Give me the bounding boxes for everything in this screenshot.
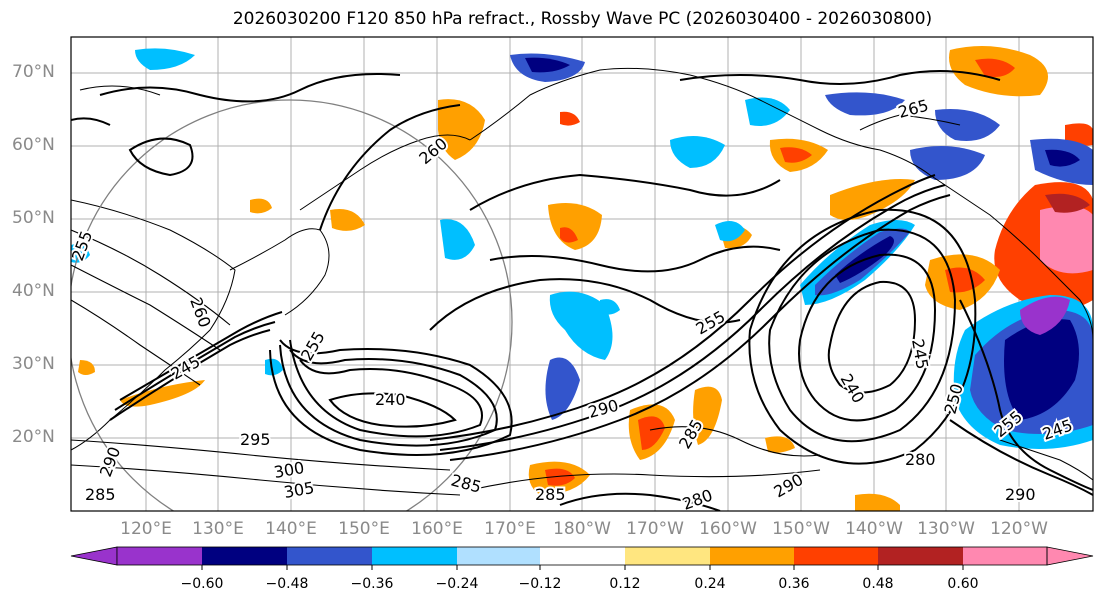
map-frame <box>70 36 1094 512</box>
colorbar-segment <box>457 547 540 565</box>
lat-label: 70°N <box>12 62 55 82</box>
colorbar-segment <box>794 547 878 565</box>
colorbar-segment <box>878 547 963 565</box>
colorbar-max-extend <box>1046 546 1094 566</box>
colorbar-min-extend <box>70 546 118 566</box>
contour-label: 280 <box>905 450 936 469</box>
colorbar-segment <box>540 547 625 565</box>
thick-contours <box>71 70 1093 511</box>
lon-label: 180°W <box>553 519 611 539</box>
lon-label: 140°E <box>265 519 317 539</box>
colorbar <box>70 546 1094 570</box>
colorbar-tick-label: 0.60 <box>947 576 979 592</box>
lon-label: 160°W <box>699 519 757 539</box>
distance-circle <box>71 99 513 511</box>
contour-label: 285 <box>535 485 566 504</box>
lon-label: 170°W <box>626 519 684 539</box>
anomaly-fills <box>71 46 1093 511</box>
colorbar-segment <box>625 547 710 565</box>
lon-label: 160°E <box>411 519 463 539</box>
lon-label: 140°W <box>845 519 903 539</box>
lon-label: 150°E <box>338 519 390 539</box>
lat-label: 60°N <box>12 135 55 155</box>
contour-label: 240 <box>375 390 406 409</box>
thin-contours <box>71 85 821 496</box>
colorbar-tick-label: −0.36 <box>350 576 394 592</box>
lon-label: 120°E <box>120 519 172 539</box>
map-title: 2026030200 F120 850 hPa refract., Rossby… <box>232 9 933 29</box>
colorbar-tick-label: 0.24 <box>694 576 726 592</box>
contour-label: 295 <box>240 430 271 449</box>
lon-label: 150°W <box>772 519 830 539</box>
colorbar-segment <box>963 547 1047 565</box>
colorbar-tick-label: 0.36 <box>778 576 810 592</box>
colorbar-outline <box>116 546 1048 566</box>
colorbar-tick-label: −0.48 <box>265 576 309 592</box>
colorbar-tick-label: 0.48 <box>862 576 894 592</box>
colorbar-segment <box>710 547 794 565</box>
colorbar-tick-label: −0.60 <box>180 576 224 592</box>
lon-label: 120°W <box>990 519 1048 539</box>
lon-label: 130°E <box>192 519 244 539</box>
lat-label: 30°N <box>12 354 55 374</box>
lon-label: 170°E <box>484 519 536 539</box>
colorbar-tick-label: −0.24 <box>435 576 479 592</box>
colorbar-segment <box>372 547 457 565</box>
lat-label: 50°N <box>12 208 55 228</box>
contour-label: 285 <box>85 485 116 504</box>
lat-label: 40°N <box>12 281 55 301</box>
lat-label: 20°N <box>12 427 55 447</box>
colorbar-segment <box>287 547 372 565</box>
colorbar-tick-label: 0.12 <box>609 576 641 592</box>
contour-label: 290 <box>1005 485 1036 504</box>
colorbar-segment <box>202 547 287 565</box>
colorbar-tick-label: −0.12 <box>518 576 562 592</box>
colorbar-segment <box>117 547 202 565</box>
lon-label: 130°W <box>917 519 975 539</box>
